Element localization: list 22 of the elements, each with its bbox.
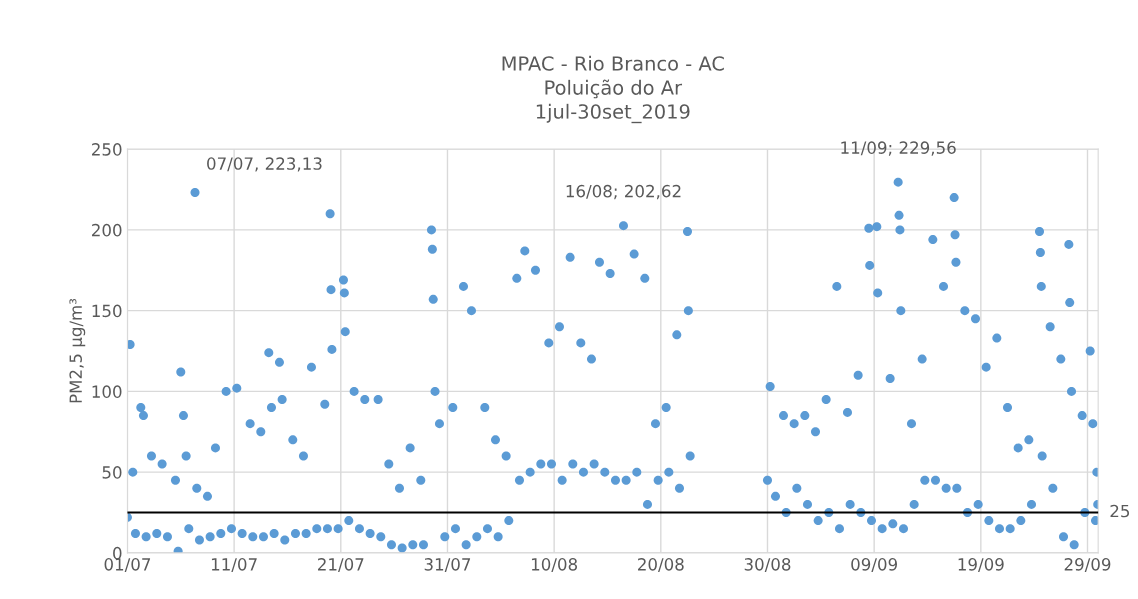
x-tick-label: 30/08 [744,558,791,572]
x-tick-label: 01/07 [104,558,151,572]
y-tick-label: 150 [92,304,122,318]
annotation: 16/08; 202,62 [566,184,681,200]
annotation: 07/07, 223,13 [207,157,322,172]
y-tick-label: 200 [92,223,122,237]
x-tick-label: 20/08 [638,558,684,572]
y-axis-title: PM2,5 µg/m³ [69,298,86,403]
x-tick-label: 29/09 [1064,558,1111,572]
x-tick-label: 21/07 [318,558,364,572]
x-tick-label: 09/09 [851,558,897,572]
x-tick-label: 31/07 [424,558,471,572]
y-tick-label: 0 [113,546,122,560]
y-tick-label: 250 [92,143,122,156]
y-tick-label: 50 [102,466,122,479]
chart-title: MPAC - Rio Branco - AC Poluição do Ar 1jul-30set_2019 [502,55,724,124]
y-tick-label: 100 [92,385,122,398]
annotation: 11/09; 229,56 [841,141,956,156]
x-tick-label: 11/07 [211,558,257,572]
x-tick-label: 10/08 [531,558,578,572]
x-tick-label: 19/09 [958,558,1004,572]
ref-line-label: 25 [1110,504,1130,518]
